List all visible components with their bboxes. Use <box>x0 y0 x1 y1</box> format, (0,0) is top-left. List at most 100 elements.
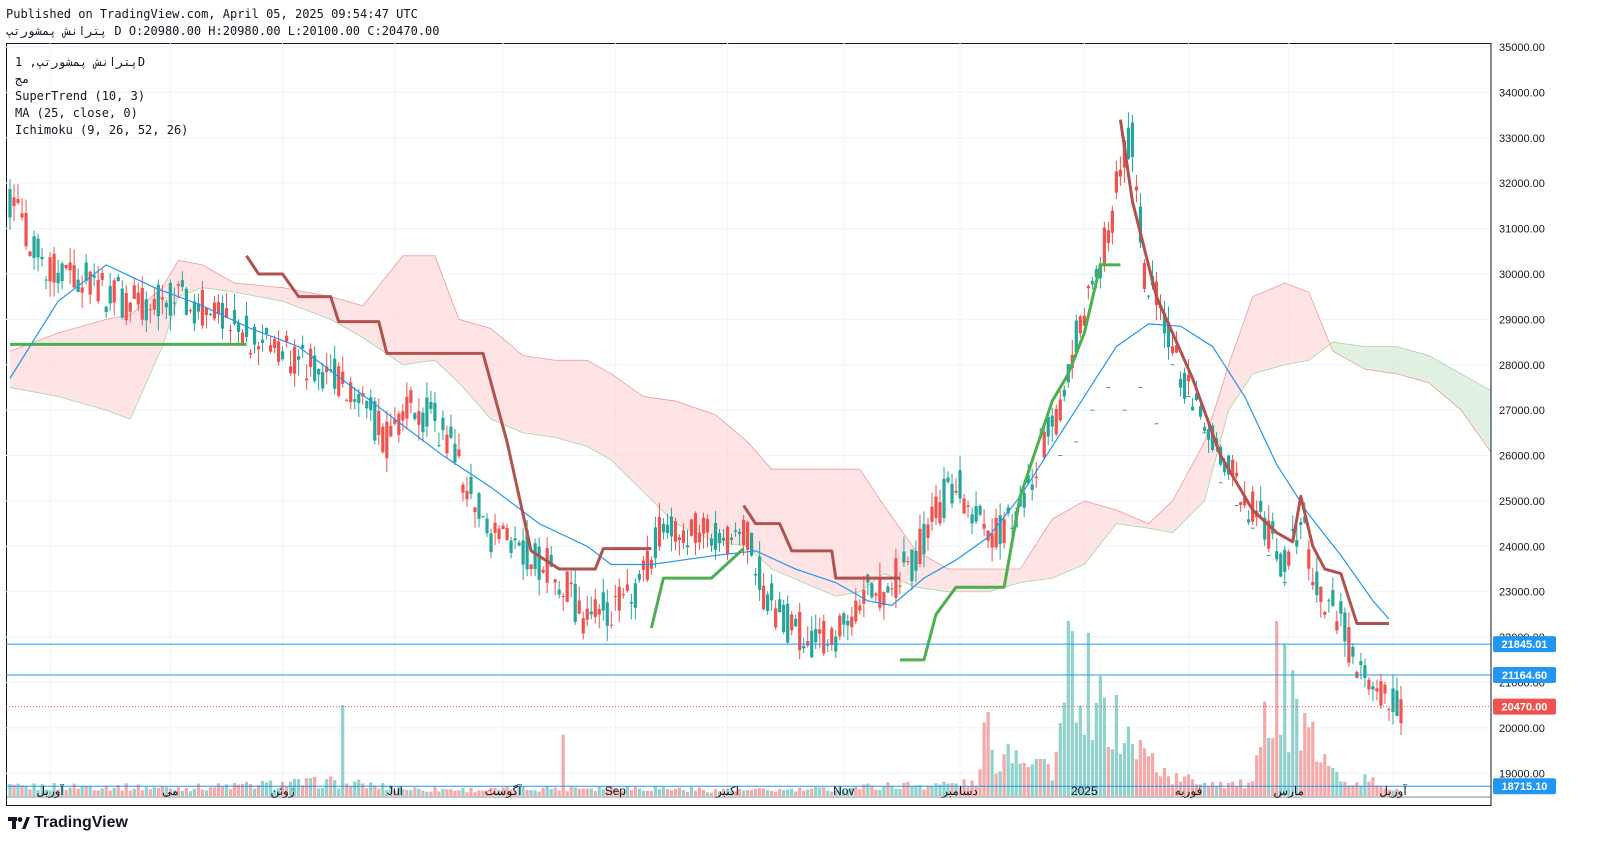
legend-supertrend[interactable]: SuperTrend (10, 3) <box>15 89 146 103</box>
candle-body <box>228 330 233 332</box>
supertrend-line[interactable] <box>245 254 652 571</box>
volume-bar <box>156 788 160 796</box>
candle-body <box>1295 540 1299 547</box>
volume-bar <box>1194 784 1199 796</box>
candle-body <box>1335 621 1339 631</box>
candle-body <box>301 344 305 349</box>
price-chart[interactable]: 19000.0020000.0021000.0022000.0023000.00… <box>6 43 1561 806</box>
candle-body <box>1078 316 1082 334</box>
legend-ma[interactable]: MA (25, close, 0) <box>15 106 138 120</box>
volume-bar <box>1311 721 1315 796</box>
volume-bar <box>437 791 441 796</box>
volume-bar <box>1038 758 1042 796</box>
price-tick-label: 29000.00 <box>1499 314 1545 326</box>
volume-bar <box>393 790 397 796</box>
candle-body <box>617 586 621 611</box>
price-axis[interactable] <box>1491 43 1561 806</box>
candle-body <box>501 525 505 529</box>
price-line-label: 18715.10 <box>1502 781 1548 793</box>
volume-bar <box>745 790 750 796</box>
candle-body <box>1102 227 1106 265</box>
candle-body <box>1186 374 1191 382</box>
volume-bar <box>100 788 104 796</box>
volume-bar <box>1255 755 1259 796</box>
candle-body <box>365 401 369 409</box>
candle-body <box>1174 345 1179 353</box>
time-tick-label: اکتبر <box>715 784 739 798</box>
candle-body <box>272 339 277 348</box>
volume-bar <box>717 791 722 796</box>
candle-body <box>12 197 16 207</box>
volume-bar <box>637 788 641 796</box>
volume-bar <box>1319 762 1323 796</box>
candle-body <box>457 449 461 457</box>
candle-body <box>489 533 493 553</box>
volume-bar <box>613 788 617 796</box>
candle-body <box>1198 406 1203 417</box>
volume-bar <box>96 790 100 796</box>
volume-bar <box>409 790 413 796</box>
volume-bar <box>922 789 926 796</box>
candle-body <box>405 396 409 419</box>
volume-bar <box>40 784 44 796</box>
volume-bar <box>946 783 950 796</box>
candle-body <box>1170 346 1175 354</box>
volume-bar <box>878 790 882 796</box>
ichimoku-cloud-segment <box>587 360 612 461</box>
volume-bar <box>112 788 116 796</box>
volume-bar <box>806 789 810 796</box>
volume-bar <box>1271 738 1275 796</box>
volume-bar <box>1074 722 1078 796</box>
candle-body <box>1130 122 1135 158</box>
supertrend-line[interactable] <box>899 263 1121 662</box>
supertrend-line[interactable] <box>742 504 900 580</box>
legend-ichimoku[interactable]: Ichimoku (9, 26, 52, 26) <box>15 123 189 137</box>
supertrend-line[interactable] <box>1118 119 1389 626</box>
volume-bar <box>1219 781 1223 796</box>
volume-bar <box>1323 754 1327 796</box>
candle-body <box>44 279 48 281</box>
volume-bar <box>577 788 581 796</box>
candle-body <box>1291 528 1295 531</box>
volume-bar <box>16 783 20 796</box>
candle-body <box>830 628 834 646</box>
volume-bar <box>625 786 629 796</box>
candle-body <box>1086 285 1090 289</box>
volume-bar <box>802 790 806 796</box>
candle-body <box>128 302 132 312</box>
volume-bar <box>1275 621 1279 796</box>
candle-body <box>389 425 393 437</box>
tradingview-logo-icon <box>8 817 30 829</box>
tradingview-logo[interactable]: TradingView <box>8 814 128 832</box>
volume-bar <box>232 783 237 796</box>
candle-body <box>1359 661 1363 665</box>
volume-bar <box>280 781 285 796</box>
supertrend-line[interactable] <box>649 547 745 629</box>
candle-body <box>216 302 221 315</box>
volume-bar <box>236 784 241 796</box>
time-tick-label: فوریه <box>1175 784 1203 798</box>
candle-body <box>144 299 148 321</box>
candle-body <box>276 341 281 362</box>
candle-body <box>305 378 309 381</box>
candle-body <box>1006 507 1010 514</box>
ichimoku-cloud-segment <box>10 332 59 397</box>
candle-body <box>48 257 52 282</box>
candle-body <box>1247 519 1251 523</box>
volume-bar <box>24 785 28 796</box>
candle-body <box>325 366 329 373</box>
volume-bar <box>477 790 481 796</box>
moving-average-line[interactable] <box>9 264 1390 620</box>
volume-bar <box>1046 764 1050 796</box>
legend-symbol[interactable]: پترانش پمشورتپ, 1D <box>15 55 146 69</box>
volume-bar <box>1106 746 1110 796</box>
volume-bar <box>52 783 56 796</box>
candle-body <box>766 594 770 612</box>
volume-bar <box>569 786 573 796</box>
volume-bar <box>1162 767 1167 796</box>
candle-body <box>321 372 325 389</box>
volume-bar <box>341 705 345 796</box>
time-tick-label: دسامبر <box>941 784 978 798</box>
volume-bar <box>244 781 249 796</box>
volume-bar <box>293 779 297 796</box>
